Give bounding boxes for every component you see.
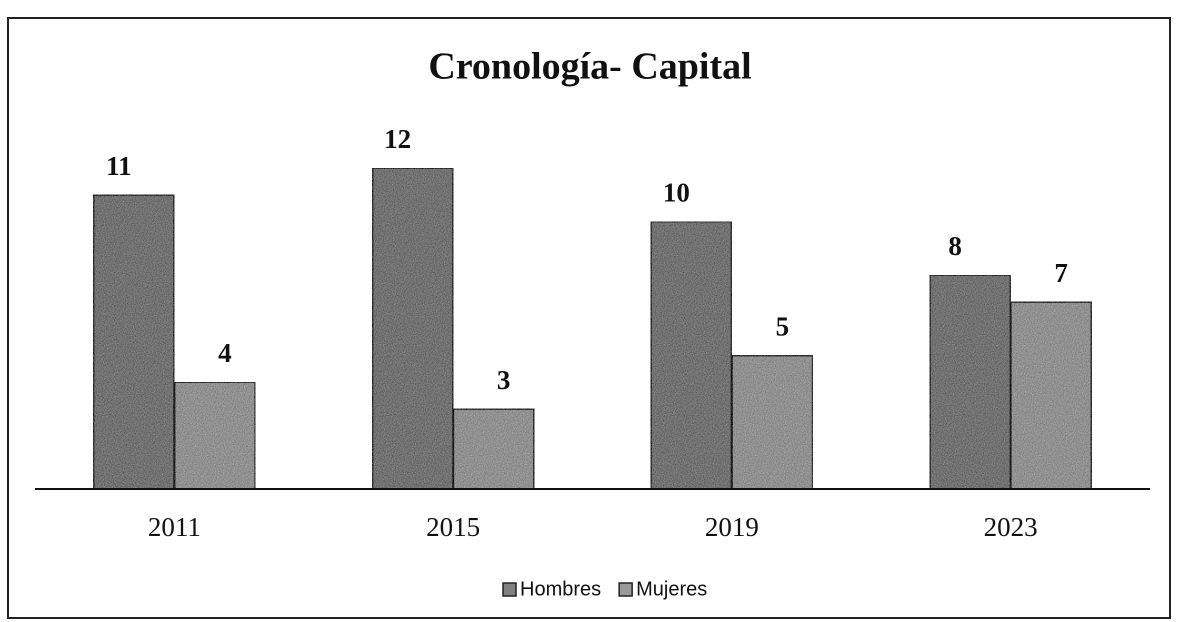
bar — [1009, 300, 1093, 490]
legend-swatch — [618, 582, 633, 597]
chart-frame — [7, 17, 1171, 619]
data-label: 4 — [218, 338, 232, 368]
legend-label: Hombres — [520, 578, 601, 600]
x-tick-label: 2011 — [148, 512, 201, 542]
bar — [649, 220, 733, 490]
data-label: 12 — [384, 124, 411, 154]
data-label: 8 — [948, 231, 962, 261]
bar — [173, 381, 257, 490]
data-label: 7 — [1054, 258, 1068, 288]
bar — [92, 193, 176, 490]
data-label: 5 — [776, 311, 790, 341]
x-tick-label: 2019 — [705, 512, 759, 542]
legend-swatch — [502, 582, 517, 597]
bar — [452, 407, 536, 490]
legend-label: Mujeres — [636, 578, 707, 600]
data-label: 11 — [106, 151, 132, 181]
data-label: 3 — [497, 365, 511, 395]
bar — [730, 354, 814, 490]
data-label: 10 — [663, 178, 690, 208]
x-tick-label: 2023 — [984, 512, 1038, 542]
x-tick-label: 2015 — [426, 512, 480, 542]
bar — [928, 274, 1012, 490]
chart-title: Cronología- Capital — [428, 46, 751, 88]
bar — [371, 167, 455, 490]
